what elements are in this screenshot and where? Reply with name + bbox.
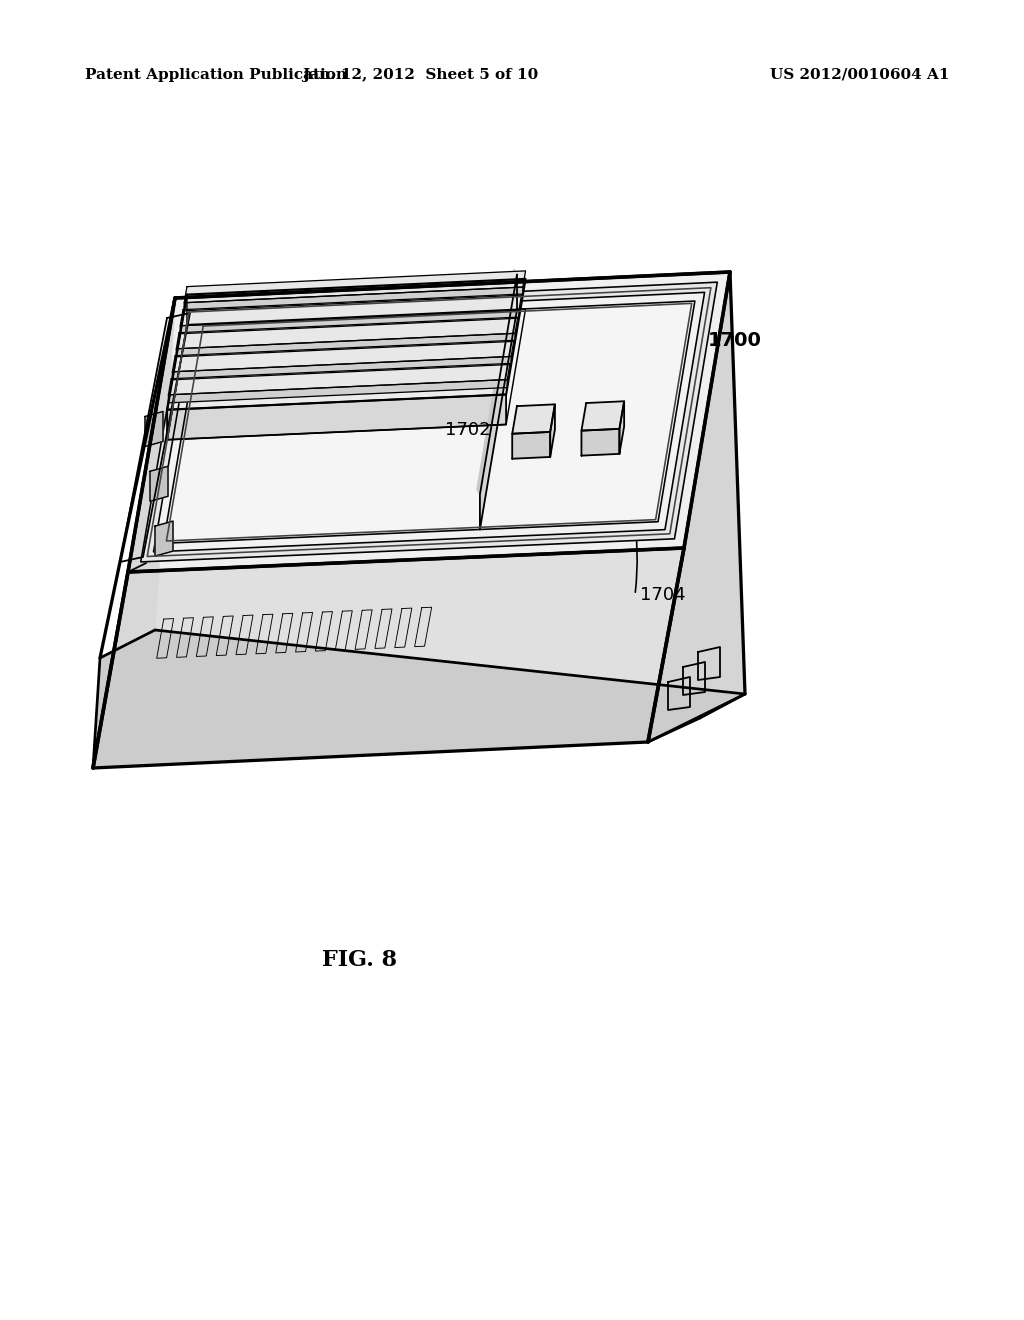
Polygon shape <box>163 301 695 544</box>
Polygon shape <box>140 282 717 562</box>
Text: US 2012/0010604 A1: US 2012/0010604 A1 <box>770 69 950 82</box>
Polygon shape <box>582 429 620 455</box>
Polygon shape <box>93 298 175 768</box>
Polygon shape <box>176 317 518 348</box>
Text: FIG. 8: FIG. 8 <box>323 949 397 972</box>
Polygon shape <box>167 294 187 440</box>
Polygon shape <box>167 395 506 440</box>
Polygon shape <box>176 334 515 356</box>
Polygon shape <box>172 341 514 372</box>
Text: Patent Application Publication: Patent Application Publication <box>85 69 347 82</box>
Text: 1702: 1702 <box>445 421 490 440</box>
Polygon shape <box>550 404 555 457</box>
Polygon shape <box>93 548 684 768</box>
Polygon shape <box>512 432 550 459</box>
Polygon shape <box>480 275 517 529</box>
Polygon shape <box>150 466 168 502</box>
Polygon shape <box>620 401 625 454</box>
Polygon shape <box>477 269 517 495</box>
Polygon shape <box>128 272 730 572</box>
Text: 1700: 1700 <box>708 330 762 350</box>
Polygon shape <box>180 294 521 326</box>
Polygon shape <box>180 310 519 334</box>
Polygon shape <box>184 271 525 302</box>
Polygon shape <box>154 292 705 552</box>
Text: Jan. 12, 2012  Sheet 5 of 10: Jan. 12, 2012 Sheet 5 of 10 <box>302 69 539 82</box>
Polygon shape <box>512 404 555 434</box>
Polygon shape <box>168 363 510 395</box>
Polygon shape <box>582 401 625 430</box>
Polygon shape <box>172 356 511 380</box>
Polygon shape <box>184 286 523 310</box>
Polygon shape <box>648 272 745 742</box>
Polygon shape <box>145 412 163 446</box>
Text: 1704: 1704 <box>640 586 686 605</box>
Polygon shape <box>168 380 507 403</box>
Polygon shape <box>93 630 745 768</box>
Polygon shape <box>155 521 173 556</box>
Polygon shape <box>167 279 525 409</box>
Polygon shape <box>163 301 695 544</box>
